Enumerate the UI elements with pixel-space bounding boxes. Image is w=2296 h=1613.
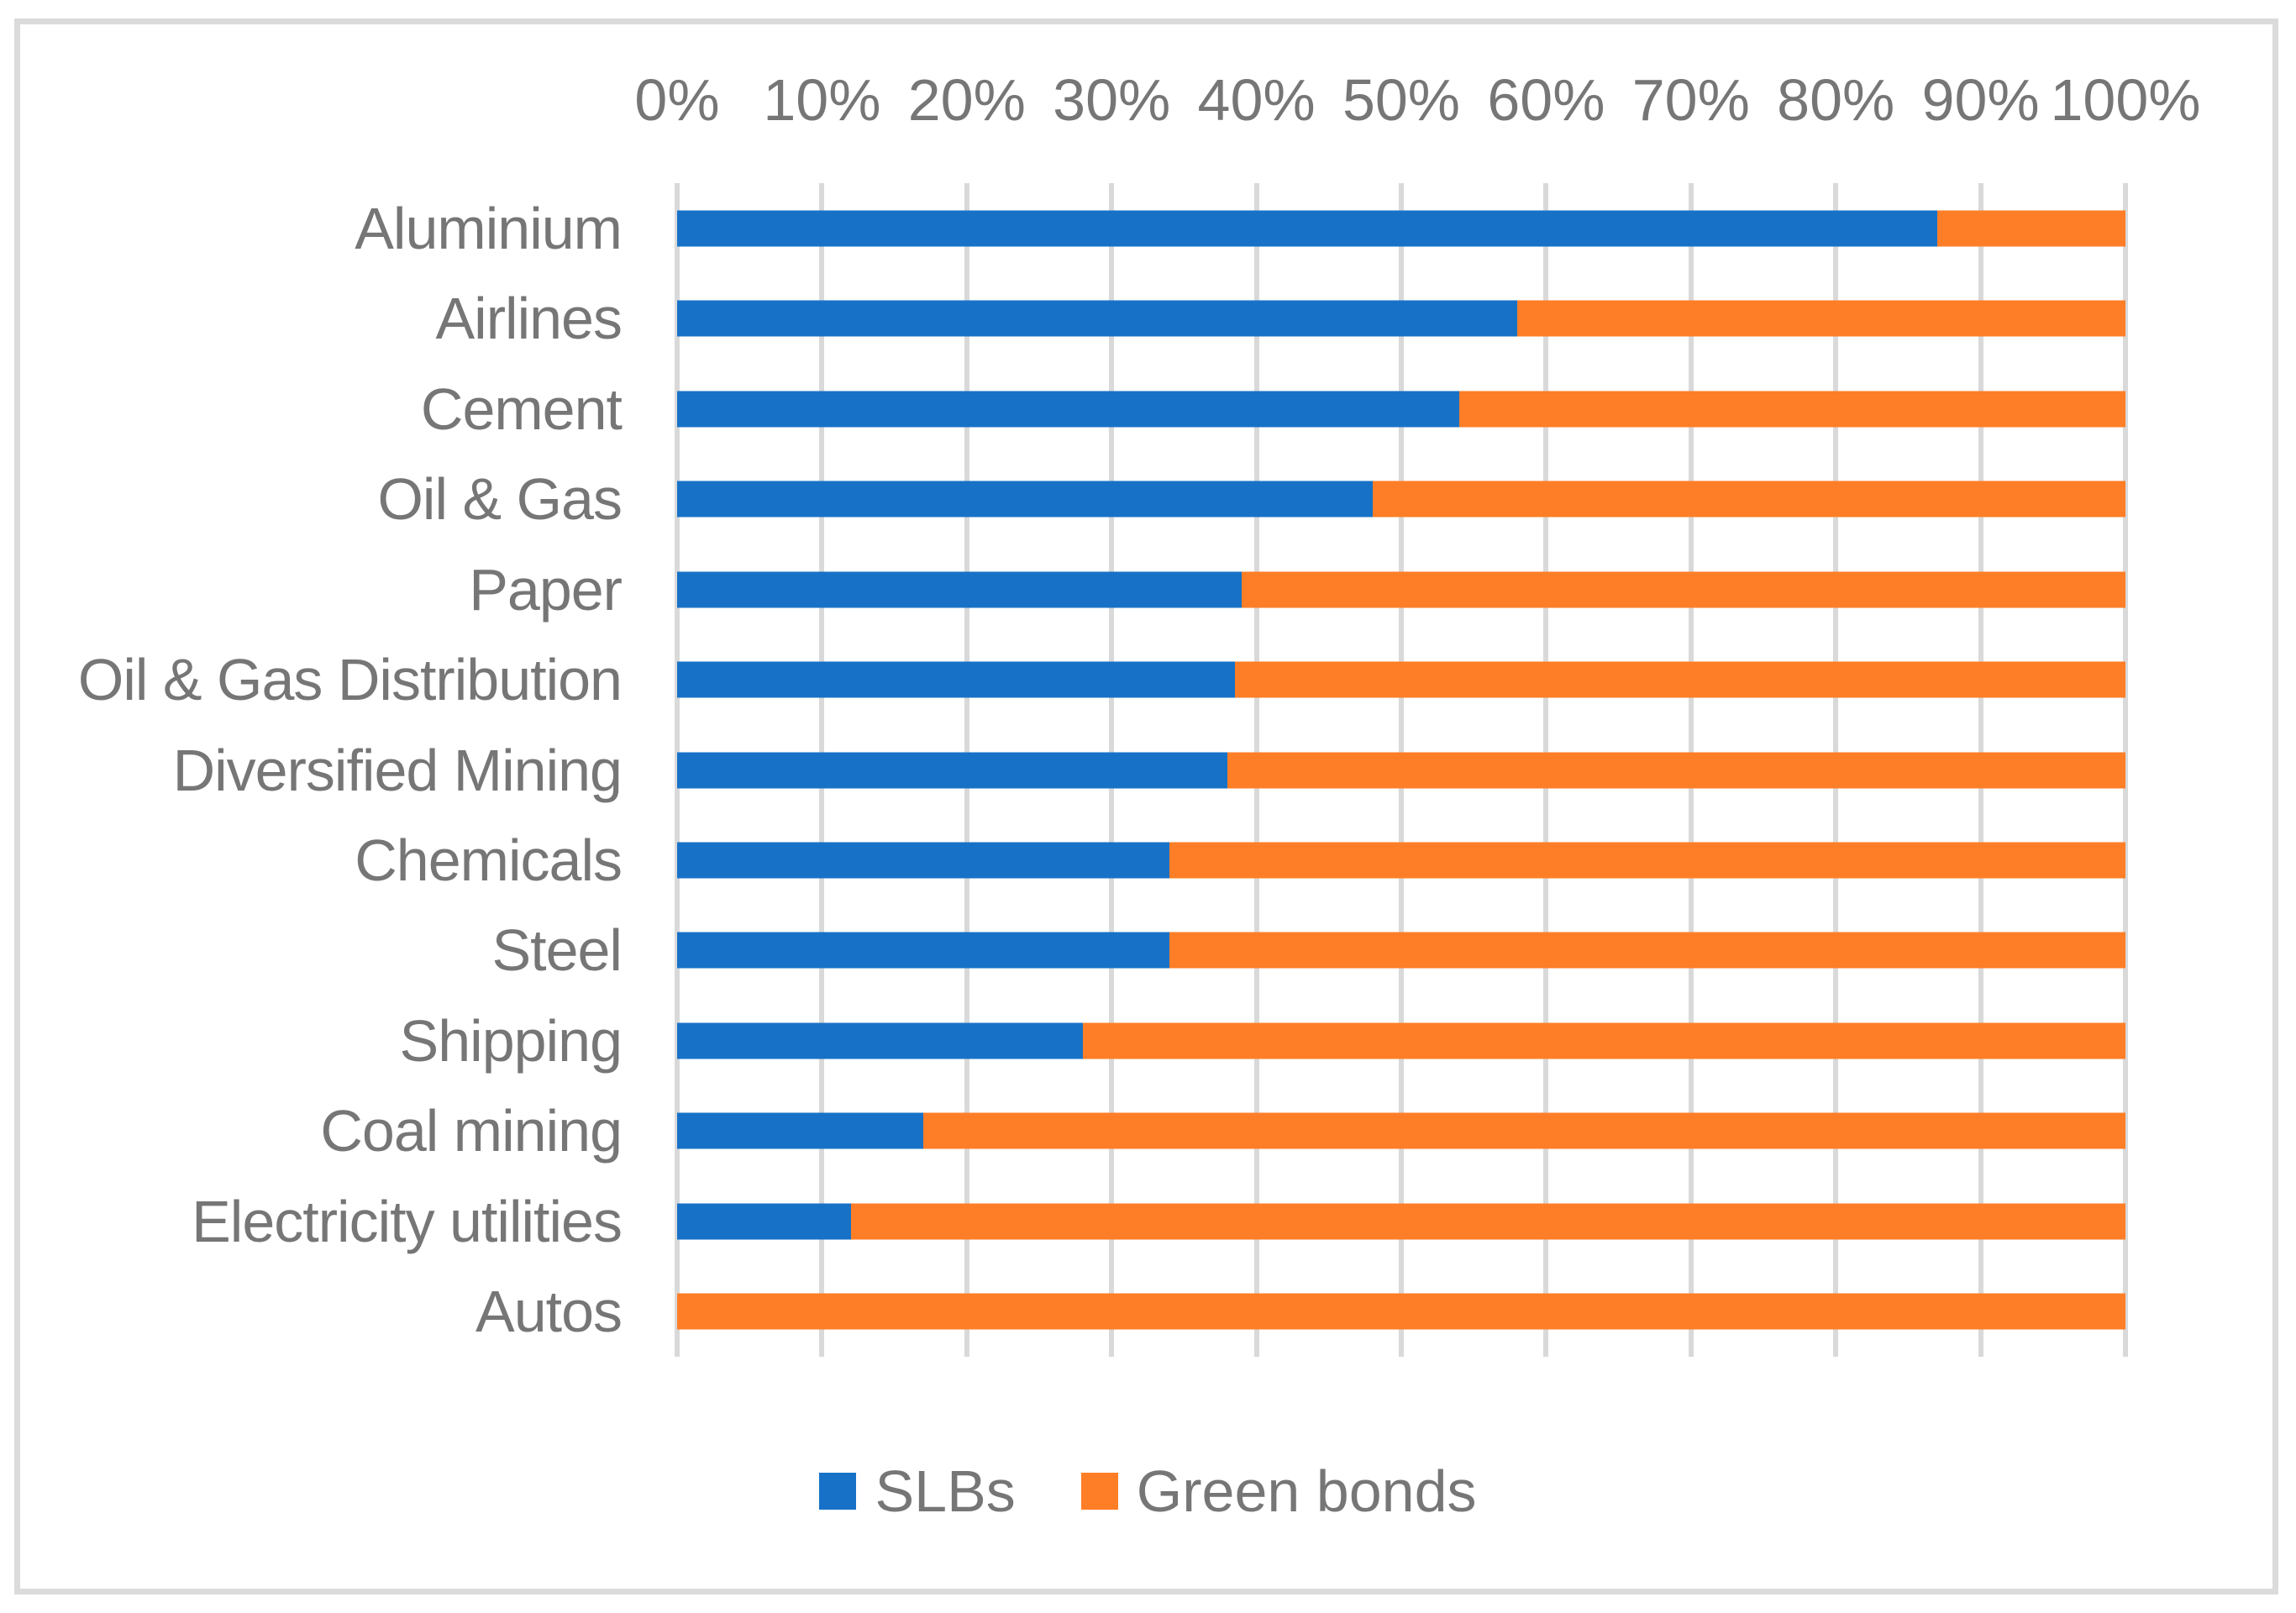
plot-area bbox=[675, 183, 2128, 1357]
slbs-bar-segment bbox=[677, 842, 1170, 879]
gridline bbox=[2123, 183, 2128, 1357]
slbs-bar-segment bbox=[677, 661, 1235, 698]
slbs-bar-segment bbox=[677, 210, 1937, 247]
x-axis-tick-label: 30% bbox=[1053, 67, 1171, 133]
category-label: Diversified Mining bbox=[172, 737, 623, 803]
slbs-bar-segment bbox=[677, 1022, 1083, 1059]
bar-row bbox=[677, 842, 2125, 879]
legend-entry-slbs: SLBs bbox=[819, 1458, 1016, 1524]
slbs-bar-segment bbox=[677, 1112, 924, 1149]
green-bonds-bar-segment bbox=[1169, 932, 2125, 969]
bar-row bbox=[677, 481, 2125, 518]
chart-legend: SLBs Green bonds bbox=[0, 1462, 2296, 1521]
category-label: Cement bbox=[420, 376, 623, 442]
slbs-bar-segment bbox=[677, 571, 1243, 608]
green-bonds-bar-segment bbox=[1227, 752, 2125, 788]
bar-row bbox=[677, 1022, 2125, 1059]
slbs-bar-segment bbox=[677, 481, 1373, 518]
bar-row bbox=[677, 210, 2125, 247]
green-bonds-bar-segment bbox=[850, 1203, 2125, 1240]
slbs-bar-segment bbox=[677, 391, 1459, 428]
x-axis-tick-label: 90% bbox=[1921, 67, 2040, 133]
slbs-bar-segment bbox=[677, 300, 1517, 337]
x-axis-tick-label: 100% bbox=[2050, 67, 2201, 133]
x-axis-tick-label: 50% bbox=[1342, 67, 1461, 133]
slbs-bar-segment bbox=[677, 752, 1228, 788]
bar-row bbox=[677, 1293, 2125, 1330]
slbs-bar-segment bbox=[677, 932, 1170, 969]
bar-row bbox=[677, 661, 2125, 698]
green-bonds-bar-segment bbox=[1516, 300, 2125, 337]
bar-row bbox=[677, 300, 2125, 337]
bar-row bbox=[677, 571, 2125, 608]
green-bonds-bar-segment bbox=[1936, 210, 2125, 247]
x-axis-tick-label: 20% bbox=[907, 67, 1026, 133]
green-bonds-bar-segment bbox=[1082, 1022, 2125, 1059]
category-label: Coal mining bbox=[320, 1098, 623, 1164]
legend-swatch-slbs bbox=[819, 1473, 857, 1510]
category-label: Steel bbox=[491, 917, 623, 984]
green-bonds-bar-segment bbox=[677, 1293, 2125, 1330]
category-label: Chemicals bbox=[355, 827, 623, 893]
bar-row bbox=[677, 391, 2125, 428]
x-axis-tick-label: 0% bbox=[634, 67, 720, 133]
legend-label-green-bonds: Green bonds bbox=[1136, 1458, 1477, 1524]
slbs-bar-segment bbox=[677, 1203, 851, 1240]
legend-swatch-green-bonds bbox=[1080, 1473, 1118, 1510]
x-axis-tick-label: 60% bbox=[1487, 67, 1605, 133]
bar-row bbox=[677, 752, 2125, 788]
bar-row bbox=[677, 932, 2125, 969]
x-axis-tick-label: 80% bbox=[1777, 67, 1895, 133]
green-bonds-bar-segment bbox=[1169, 842, 2125, 879]
legend-label-slbs: SLBs bbox=[875, 1458, 1016, 1524]
category-label: Oil & Gas bbox=[377, 466, 623, 533]
green-bonds-bar-segment bbox=[923, 1112, 2125, 1149]
x-axis-tick-label: 40% bbox=[1197, 67, 1316, 133]
green-bonds-bar-segment bbox=[1234, 661, 2125, 698]
green-bonds-bar-segment bbox=[1242, 571, 2125, 608]
green-bonds-bar-segment bbox=[1372, 481, 2125, 518]
category-label: Oil & Gas Distribution bbox=[77, 647, 623, 713]
category-label: Paper bbox=[469, 556, 623, 623]
category-label: Electricity utilities bbox=[192, 1188, 623, 1254]
x-axis-tick-label: 10% bbox=[763, 67, 881, 133]
x-axis-tick-label: 70% bbox=[1631, 67, 1750, 133]
legend-entry-green-bonds: Green bonds bbox=[1080, 1458, 1477, 1524]
category-label: Airlines bbox=[435, 286, 623, 352]
bar-row bbox=[677, 1203, 2125, 1240]
green-bonds-bar-segment bbox=[1458, 391, 2125, 428]
category-label: Shipping bbox=[399, 1007, 623, 1074]
category-label: Aluminium bbox=[355, 195, 623, 261]
bar-row bbox=[677, 1112, 2125, 1149]
category-label: Autos bbox=[475, 1279, 623, 1345]
